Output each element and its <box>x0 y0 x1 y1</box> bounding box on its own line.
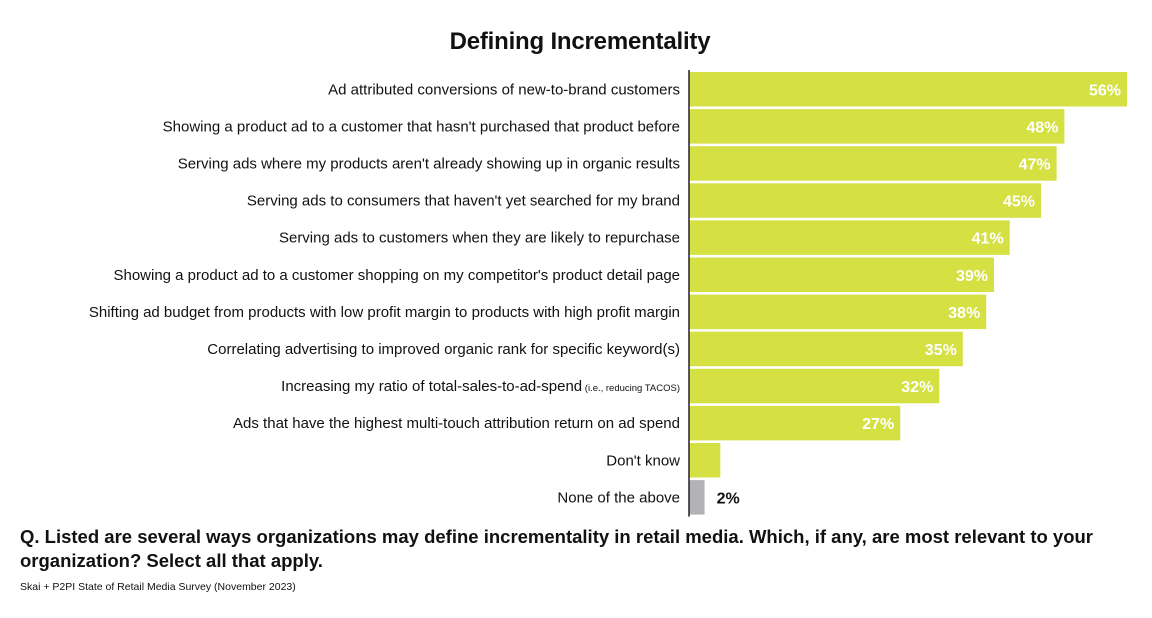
category-label: Ad attributed conversions of new-to-bran… <box>328 81 680 98</box>
value-label: 45% <box>1003 194 1035 211</box>
value-label: 4% <box>732 453 755 470</box>
value-label: 35% <box>925 342 957 359</box>
chart-title: Defining Incrementality <box>449 28 711 55</box>
source-note: Skai + P2PI State of Retail Media Survey… <box>20 581 296 593</box>
value-label: 2% <box>717 490 740 507</box>
bar-4 <box>689 183 1041 218</box>
category-labels: Ad attributed conversions of new-to-bran… <box>89 81 680 506</box>
category-label: Serving ads to consumers that haven't ye… <box>247 193 680 210</box>
bar-7 <box>689 294 987 330</box>
bar-5 <box>689 220 1010 255</box>
bar-6 <box>689 257 994 292</box>
bar-10 <box>689 405 901 441</box>
bar-3 <box>689 146 1057 181</box>
bar-11 <box>689 443 721 478</box>
value-label: 27% <box>862 416 894 433</box>
bar-2 <box>689 109 1065 144</box>
value-label: 56% <box>1089 82 1121 99</box>
bar-9 <box>689 368 940 404</box>
bars-layer <box>689 72 1127 515</box>
category-label: Showing a product ad to a customer shopp… <box>113 267 680 284</box>
bar-1 <box>689 72 1127 107</box>
category-label: Serving ads to customers when they are l… <box>279 230 680 247</box>
category-label: Ads that have the highest multi-touch at… <box>233 415 680 432</box>
value-label: 32% <box>901 379 933 396</box>
category-label: Increasing my ratio of total-sales-to-ad… <box>281 378 680 395</box>
value-labels: 56% 48% 47% 45% 41% 39% 38% 35% 32% 27% 4% 2% <box>717 82 1121 507</box>
category-label: Shifting ad budget from products with lo… <box>89 304 680 321</box>
question-text: Q. Listed are several ways organizations… <box>20 526 1094 571</box>
value-label: 47% <box>1019 156 1051 173</box>
category-label: Serving ads where my products aren't alr… <box>178 155 680 172</box>
category-label: Showing a product ad to a customer that … <box>163 118 680 135</box>
bar-8 <box>689 331 963 367</box>
value-label: 48% <box>1026 119 1058 136</box>
value-label: 41% <box>972 231 1004 248</box>
bar-12 <box>689 480 705 515</box>
category-label: None of the above <box>557 489 680 506</box>
value-label: 39% <box>956 268 988 285</box>
value-label: 38% <box>948 305 980 322</box>
category-label: Don't know <box>606 452 680 469</box>
category-label: Correlating advertising to improved orga… <box>207 341 680 358</box>
